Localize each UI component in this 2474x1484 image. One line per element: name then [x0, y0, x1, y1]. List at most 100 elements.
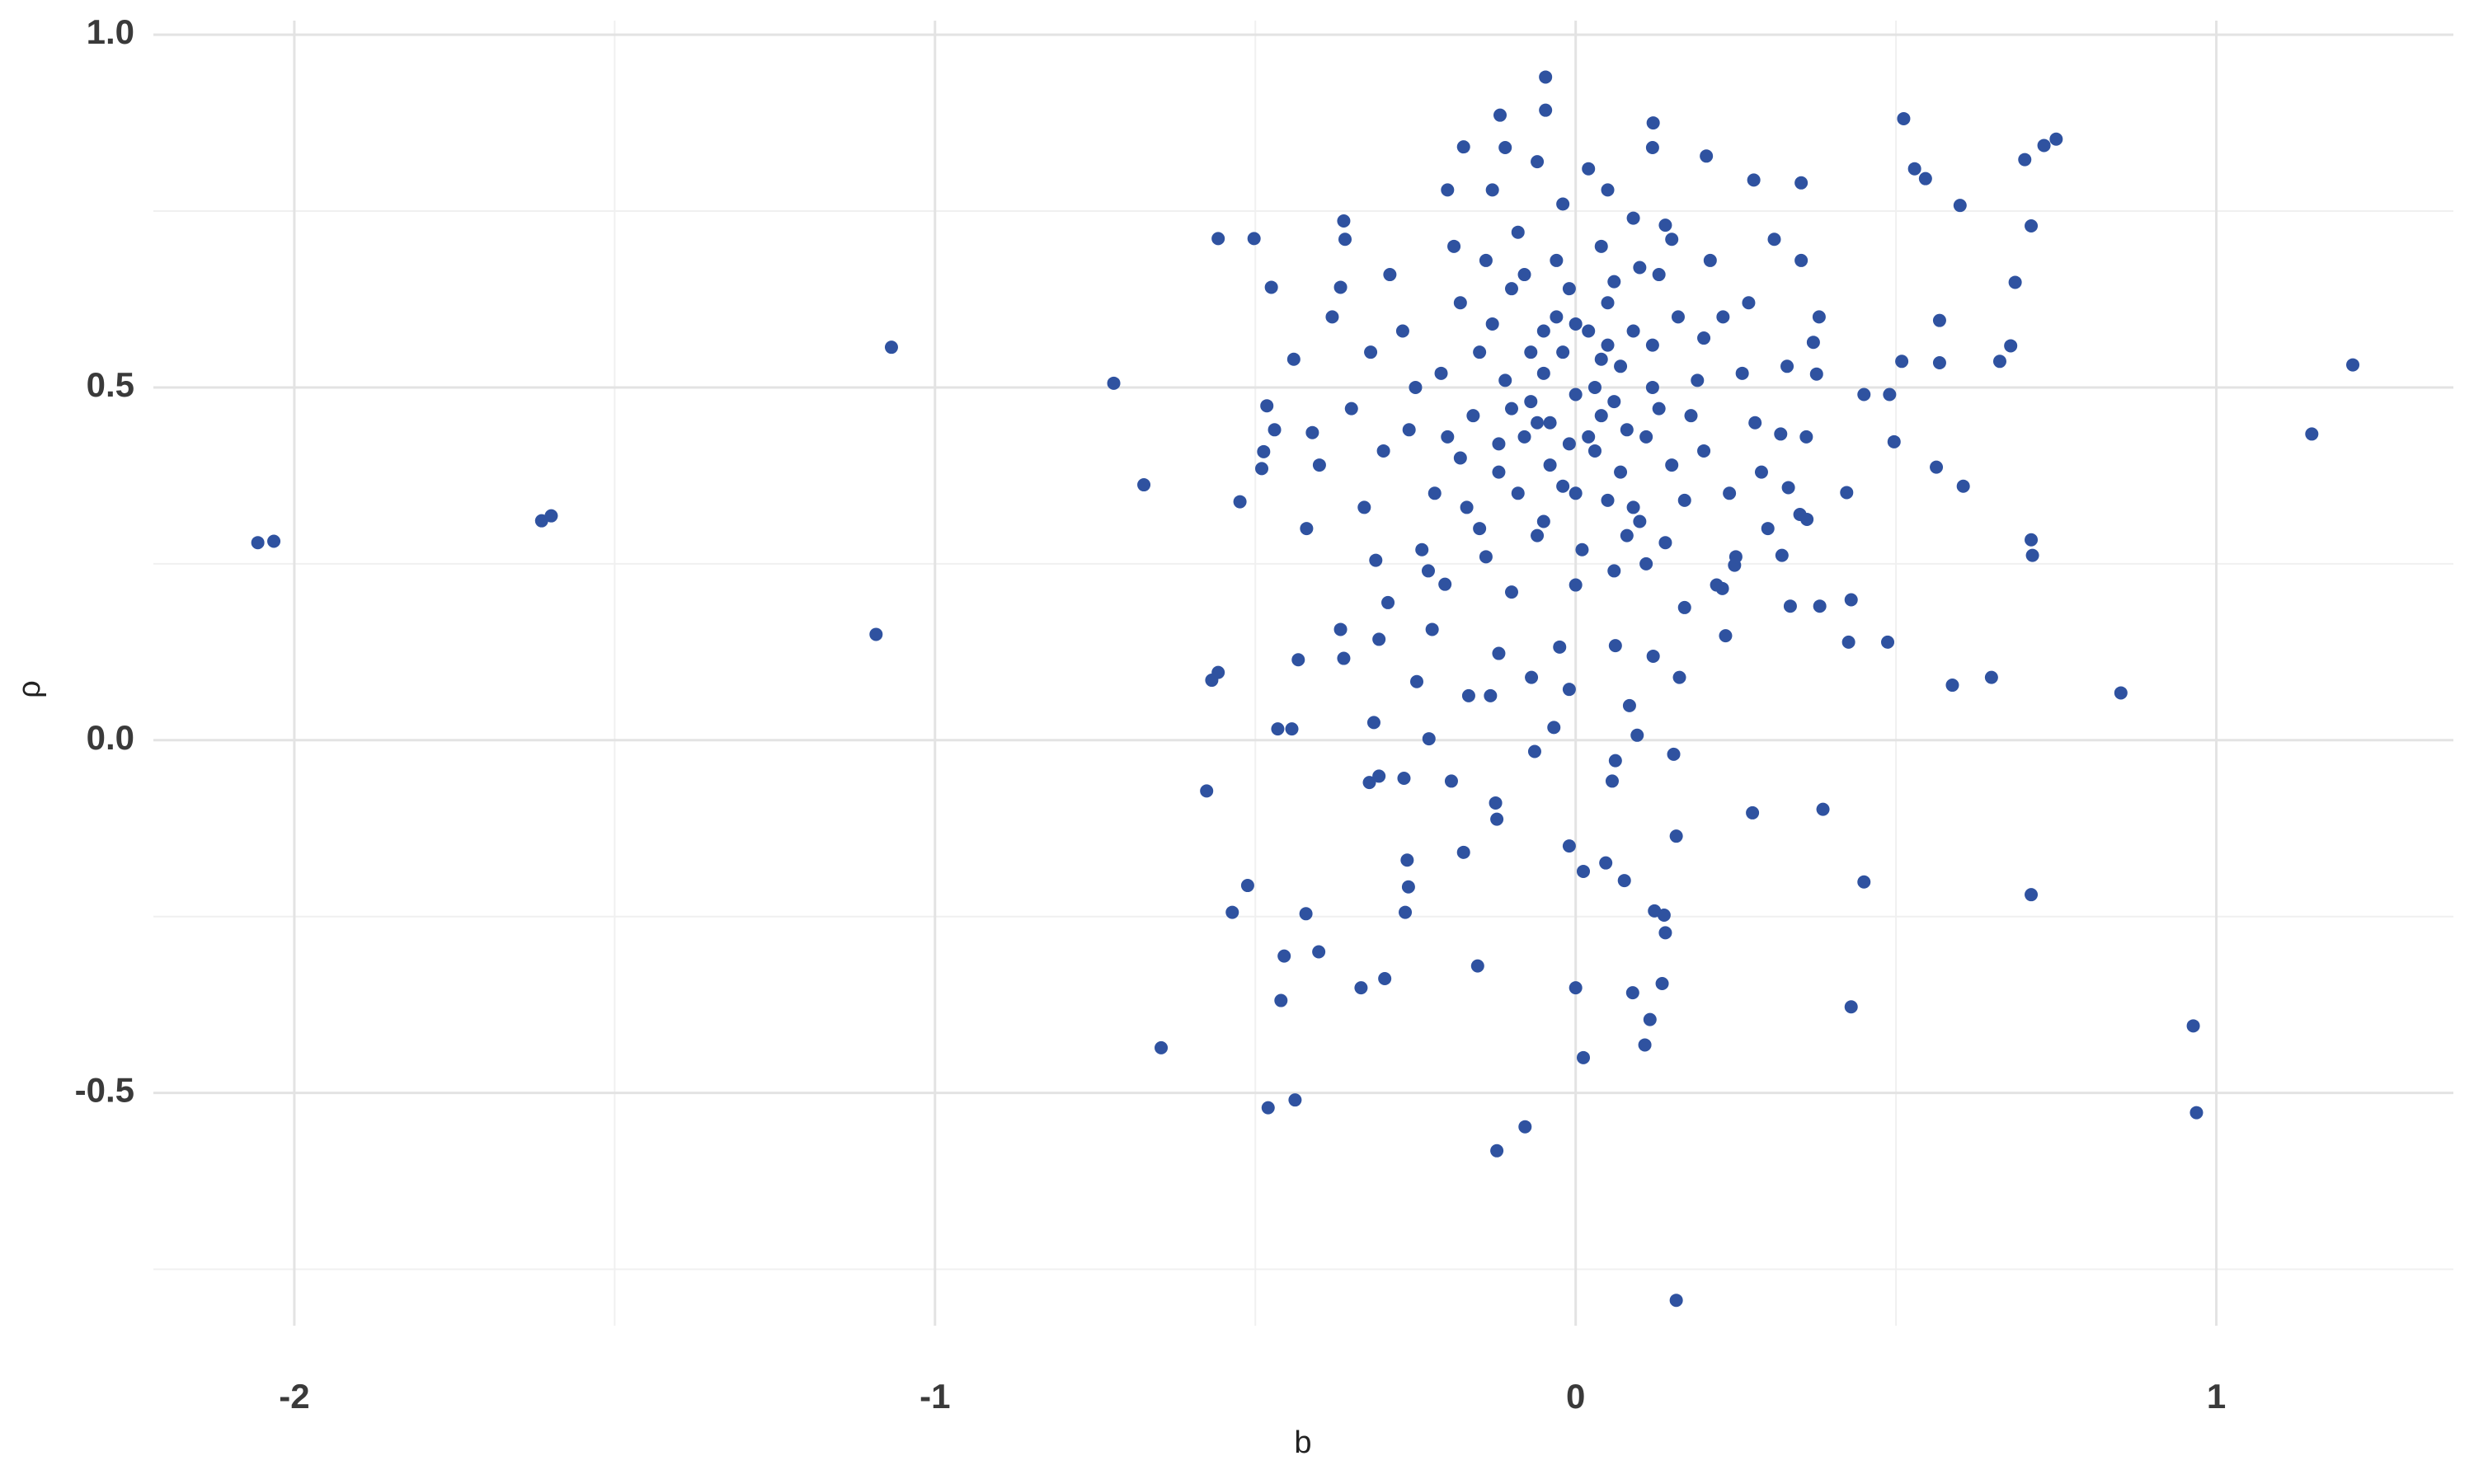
point [1556, 345, 1570, 359]
point [1536, 514, 1550, 528]
point [1742, 296, 1756, 310]
point [1524, 395, 1538, 409]
y-tick-label: 0.5 [87, 365, 134, 404]
point [1484, 688, 1498, 702]
point [1645, 380, 1659, 394]
point [1646, 649, 1660, 663]
point [2025, 533, 2039, 547]
point [1337, 214, 1351, 228]
x-tick-label: 1 [2207, 1377, 2226, 1416]
point [1300, 522, 1314, 536]
point [884, 340, 898, 355]
point [1473, 522, 1487, 536]
point [1677, 493, 1691, 507]
point [1271, 722, 1285, 736]
point [1630, 728, 1644, 742]
point [1601, 493, 1615, 507]
point [1498, 141, 1512, 155]
point [1305, 425, 1319, 439]
point [1671, 310, 1685, 324]
point [1490, 1144, 1504, 1158]
point [1492, 437, 1506, 451]
point [1260, 399, 1274, 413]
point [1489, 796, 1503, 810]
point [1767, 232, 1781, 247]
point [1607, 395, 1621, 409]
point [1492, 646, 1506, 660]
point [1582, 324, 1596, 338]
point [1434, 366, 1448, 380]
point [1539, 103, 1553, 117]
point [1261, 1101, 1275, 1115]
point [1754, 465, 1768, 479]
point [1362, 776, 1376, 790]
point [1816, 802, 1830, 816]
point [1645, 141, 1659, 155]
point [1378, 972, 1392, 986]
point [1723, 486, 1737, 500]
point [1761, 522, 1775, 536]
point [1461, 688, 1475, 702]
point [1667, 747, 1681, 761]
point [1492, 465, 1506, 479]
point [1665, 232, 1679, 247]
point [1697, 444, 1711, 458]
point [1444, 774, 1458, 788]
point [1470, 959, 1484, 973]
point [1397, 771, 1411, 785]
point [1517, 430, 1531, 444]
point [1809, 367, 1823, 381]
point [1531, 416, 1545, 430]
point [1897, 111, 1911, 125]
point [1264, 280, 1278, 294]
point [1524, 345, 1538, 359]
point [1956, 479, 1970, 493]
point [1531, 155, 1545, 169]
x-tick-label: 0 [1566, 1377, 1585, 1416]
point [1268, 423, 1282, 437]
point [1614, 465, 1628, 479]
point [1781, 481, 1795, 495]
point [1930, 460, 1944, 474]
point [1409, 380, 1423, 394]
point [2186, 1019, 2200, 1033]
point [1337, 651, 1351, 665]
point [1460, 500, 1474, 514]
point [1639, 430, 1653, 444]
point [1887, 434, 1901, 448]
point [1669, 829, 1683, 843]
point [1639, 556, 1653, 571]
point [1531, 528, 1545, 542]
point [1813, 599, 1827, 613]
point [1364, 345, 1378, 359]
point [2004, 339, 2018, 353]
point [1485, 317, 1499, 331]
point [1806, 336, 1820, 350]
point [1932, 356, 1946, 370]
point [1608, 639, 1622, 653]
point [1504, 282, 1518, 296]
point [1137, 478, 1151, 492]
point [1841, 635, 1856, 649]
point [1657, 908, 1671, 922]
point [1582, 162, 1596, 176]
point [1518, 1120, 1532, 1134]
point [1550, 310, 1564, 324]
point [1453, 451, 1467, 465]
point [1438, 577, 1452, 591]
point [1576, 1050, 1590, 1064]
point [1945, 679, 1959, 693]
point [1569, 317, 1583, 331]
point [1658, 218, 1672, 232]
y-tick-label: 0.0 [87, 718, 134, 757]
point [1655, 976, 1669, 990]
point [2008, 275, 2022, 289]
point [1665, 458, 1679, 472]
point [1504, 585, 1518, 599]
point [1614, 359, 1628, 373]
point [1372, 769, 1386, 783]
point [1325, 310, 1339, 324]
point [1626, 211, 1640, 225]
point [1225, 905, 1239, 919]
